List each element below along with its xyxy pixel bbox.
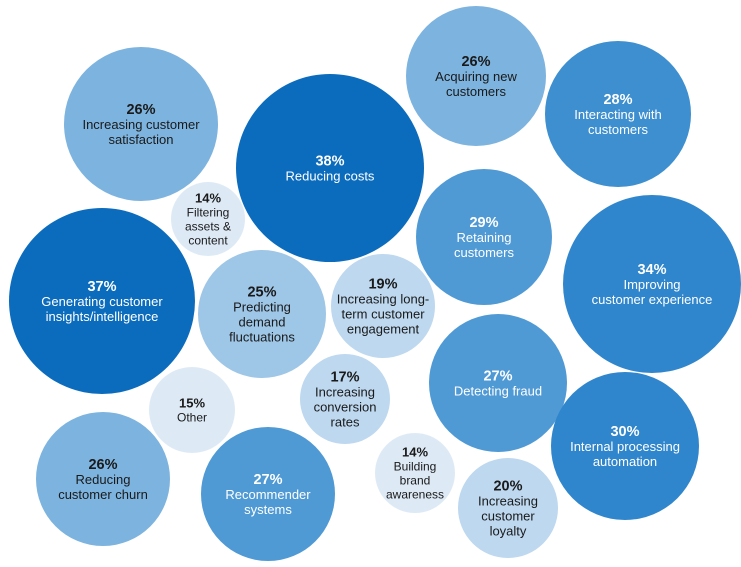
bubble-value-label: 25% [247, 285, 276, 301]
bubble-value-label: 27% [253, 472, 282, 488]
bubble-category-label: customer churn [58, 487, 148, 502]
bubble-category-label: customer [481, 509, 535, 524]
bubble-circle [171, 182, 245, 256]
bubble-circle [429, 314, 567, 452]
bubble-category-label: customers [454, 245, 514, 260]
bubble-value-label: 19% [368, 277, 397, 293]
bubble-category-label: Other [177, 411, 207, 425]
bubble-value-label: 17% [330, 370, 359, 386]
bubble-category-label: content [188, 234, 228, 248]
bubble-circle [236, 74, 424, 262]
bubble-category-label: customers [588, 122, 648, 137]
bubble-category-label: Reducing costs [286, 169, 375, 184]
bubble-circle [300, 354, 390, 444]
bubble-reducing-costs: 38%Reducing costs [236, 74, 424, 262]
bubble-category-label: conversion [314, 400, 377, 415]
bubble-increasing-long-term-customer-engagement: 19%Increasing long-term customerengageme… [331, 254, 435, 358]
bubble-circle [375, 433, 455, 513]
bubble-category-label: Reducing [76, 472, 131, 487]
bubble-category-label: Building [394, 460, 437, 474]
bubble-circle [36, 412, 170, 546]
bubble-category-label: fluctuations [229, 330, 295, 345]
bubble-category-label: Interacting with [574, 107, 661, 122]
bubble-circle [201, 427, 335, 561]
bubble-category-label: Increasing customer [82, 117, 200, 132]
bubble-value-label: 14% [402, 445, 428, 460]
bubble-category-label: Increasing [478, 494, 538, 509]
bubble-category-label: customer experience [592, 292, 713, 307]
bubble-circle [545, 41, 691, 187]
bubble-category-label: Recommender [225, 487, 311, 502]
bubble-value-label: 27% [483, 369, 512, 385]
bubble-category-label: Detecting fraud [454, 384, 542, 399]
bubble-category-label: systems [244, 502, 292, 517]
bubble-value-label: 15% [179, 396, 205, 411]
bubble-value-label: 37% [87, 279, 116, 295]
bubble-category-label: term customer [341, 307, 425, 322]
bubble-category-label: Predicting [233, 300, 291, 315]
bubble-category-label: rates [331, 415, 360, 430]
bubble-circle [198, 250, 326, 378]
bubble-category-label: Increasing long- [337, 292, 430, 307]
bubble-category-label: assets & [185, 220, 231, 234]
bubble-other: 15%Other [149, 367, 235, 453]
bubble-category-label: Internal processing [570, 439, 680, 454]
bubble-circle [416, 169, 552, 305]
bubble-category-label: engagement [347, 322, 420, 337]
bubble-category-label: loyalty [490, 524, 527, 539]
bubble-circle [9, 208, 195, 394]
bubble-value-label: 26% [88, 457, 117, 473]
bubble-category-label: Filtering [187, 206, 230, 220]
bubble-category-label: Acquiring new [435, 69, 517, 84]
bubble-value-label: 26% [126, 102, 155, 118]
bubble-circle [458, 458, 558, 558]
bubble-circle [551, 372, 699, 520]
bubble-circle [64, 47, 218, 201]
bubble-value-label: 26% [461, 54, 490, 70]
bubble-category-label: customers [446, 84, 506, 99]
bubble-value-label: 28% [603, 92, 632, 108]
bubble-category-label: Generating customer [41, 294, 163, 309]
bubble-category-label: insights/intelligence [46, 309, 159, 324]
bubble-generating-customer-insights-intelligence: 37%Generating customerinsights/intellige… [9, 208, 195, 394]
bubble-circle [331, 254, 435, 358]
bubble-category-label: brand [400, 474, 431, 488]
bubble-value-label: 38% [315, 154, 344, 170]
bubble-category-label: satisfaction [108, 132, 173, 147]
bubble-circle [406, 6, 546, 146]
bubble-category-label: Improving [623, 277, 680, 292]
bubble-value-label: 14% [195, 191, 221, 206]
bubble-value-label: 20% [493, 479, 522, 495]
bubble-value-label: 30% [610, 424, 639, 440]
bubble-category-label: demand [239, 315, 286, 330]
bubble-detecting-fraud: 27%Detecting fraud [429, 314, 567, 452]
bubble-circle [149, 367, 235, 453]
bubble-category-label: awareness [386, 488, 444, 502]
bubble-value-label: 34% [637, 262, 666, 278]
bubble-circle [563, 195, 741, 373]
bubble-value-label: 29% [469, 215, 498, 231]
bubble-category-label: Increasing [315, 385, 375, 400]
bubble-category-label: Retaining [457, 230, 512, 245]
bubble-category-label: automation [593, 454, 657, 469]
